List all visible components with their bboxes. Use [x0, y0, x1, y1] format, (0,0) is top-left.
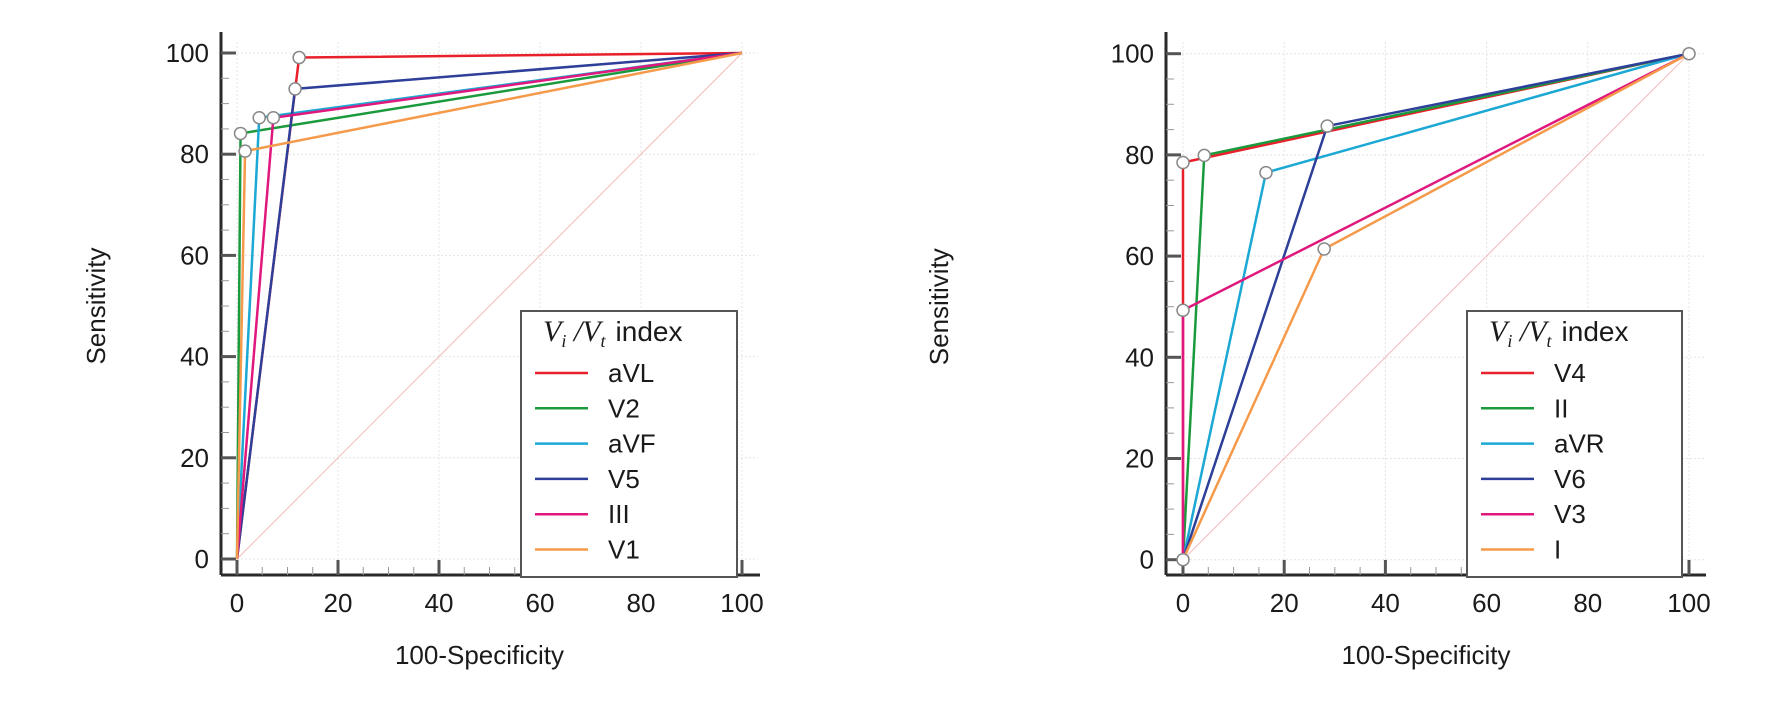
- x-tick-label: 60: [1472, 588, 1501, 618]
- x-axis-title: 100-Specificity: [1341, 640, 1510, 670]
- y-axis-title: Sensitivity: [924, 248, 954, 365]
- legend-title-part: V: [582, 315, 604, 348]
- legend-label: I: [1554, 535, 1561, 565]
- y-tick-label: 60: [1125, 241, 1154, 271]
- x-tick-label: 60: [526, 588, 555, 618]
- legend-label: aVR: [1554, 429, 1605, 459]
- x-tick-label: 0: [230, 588, 244, 618]
- reference-diagonal: [1182, 53, 1690, 561]
- cutoff-marker-aVF: [252, 111, 266, 125]
- y-tick-label: 100: [1111, 39, 1154, 69]
- legend-title-part: V: [543, 315, 565, 348]
- legend-label: V4: [1554, 358, 1586, 388]
- legend-title-part: i: [1507, 331, 1512, 351]
- legend-item-I: I: [1481, 535, 1561, 565]
- legend-item-II: II: [1481, 393, 1568, 423]
- x-tick-label: 100: [1667, 588, 1710, 618]
- cutoff-marker-V6: [1320, 119, 1334, 133]
- legend-title-part: index: [616, 316, 683, 347]
- legend-title-part: /: [1512, 315, 1531, 348]
- legend-title-part: V: [1528, 315, 1550, 348]
- y-tick-label: 80: [180, 139, 209, 169]
- cutoff-marker-aVL: [292, 50, 306, 65]
- legend-item-aVF: aVF: [535, 429, 656, 459]
- legend-label: V2: [608, 393, 640, 423]
- legend-title-part: t: [601, 331, 607, 351]
- y-tick-label: 100: [166, 38, 209, 68]
- y-axis-title: Sensitivity: [81, 247, 111, 364]
- x-tick-label: 0: [1176, 588, 1190, 618]
- legend-item-V4: V4: [1481, 358, 1586, 388]
- end-marker: [1682, 46, 1696, 61]
- y-tick-label: 0: [195, 544, 209, 574]
- cutoff-marker-III: [266, 111, 281, 125]
- legend-title-part: V: [1489, 315, 1511, 348]
- roc-chart-1: 0 20 40 60 80 100 0 20 40 60 80 100 100-Specificity S…: [81, 32, 764, 670]
- x-tick-label: 80: [1573, 588, 1602, 618]
- x-tick-label: 20: [1270, 588, 1299, 618]
- legend: Vi /Vt index aVL V2 aVF V5 III V1: [520, 310, 738, 578]
- legend-label: II: [1554, 393, 1568, 423]
- legend-title-part: index: [1562, 316, 1629, 347]
- y-tick-label: 80: [1125, 140, 1154, 170]
- legend-item-V2: V2: [535, 393, 640, 423]
- legend-title: Vi /Vt index: [1489, 315, 1628, 351]
- legend-label: V3: [1554, 499, 1586, 529]
- cutoff-marker-aVR: [1259, 165, 1273, 180]
- legend-title-part: i: [561, 331, 566, 351]
- y-tick-label: 40: [180, 342, 209, 372]
- legend-title: Vi /Vt index: [543, 315, 682, 351]
- legend-item-V1: V1: [535, 535, 640, 565]
- y-tick-label: 60: [180, 240, 209, 270]
- x-tick-label: 80: [627, 588, 656, 618]
- x-tick-label: 40: [1371, 588, 1400, 618]
- y-tick-label: 40: [1125, 342, 1154, 372]
- cutoff-marker-V4: [1176, 155, 1190, 170]
- legend-item-aVR: aVR: [1481, 429, 1605, 459]
- legend-label: III: [608, 499, 630, 529]
- cutoff-marker-V3: [1176, 303, 1190, 317]
- legend: Vi /Vt index V4 II aVR V6 V3 I: [1466, 310, 1683, 578]
- y-tick-label: 0: [1140, 545, 1154, 575]
- legend-label: V6: [1554, 464, 1586, 494]
- origin-marker: [1176, 552, 1190, 567]
- reference-diagonal: [236, 52, 743, 560]
- legend-item-aVL: aVL: [535, 358, 654, 388]
- y-tick-label: 20: [1125, 444, 1154, 474]
- legend-title-part: t: [1547, 331, 1553, 351]
- x-tick-label: 100: [720, 588, 763, 618]
- cutoff-marker-I: [1317, 242, 1331, 256]
- legend-item-III: III: [535, 499, 630, 529]
- x-tick-label: 20: [324, 588, 353, 618]
- roc-chart-2: 0 20 40 60 80 100 0 20 40 60 80 100 100-Specificity S…: [924, 32, 1711, 670]
- x-tick-label: 40: [425, 588, 454, 618]
- cutoff-marker-II: [1197, 148, 1212, 163]
- y-tick-label: 20: [180, 443, 209, 473]
- cutoff-marker-V2: [233, 126, 248, 141]
- legend-item-V5: V5: [535, 464, 640, 494]
- cutoff-marker-V5: [288, 82, 302, 96]
- x-axis-title: 100-Specificity: [395, 640, 564, 670]
- legend-label: V5: [608, 464, 640, 494]
- legend-label: aVF: [608, 429, 656, 459]
- legend-item-V6: V6: [1481, 464, 1586, 494]
- legend-title-part: /: [566, 315, 585, 348]
- legend-label: aVL: [608, 358, 654, 388]
- cutoff-marker-V1: [238, 144, 252, 158]
- legend-item-V3: V3: [1481, 499, 1586, 529]
- legend-label: V1: [608, 535, 640, 565]
